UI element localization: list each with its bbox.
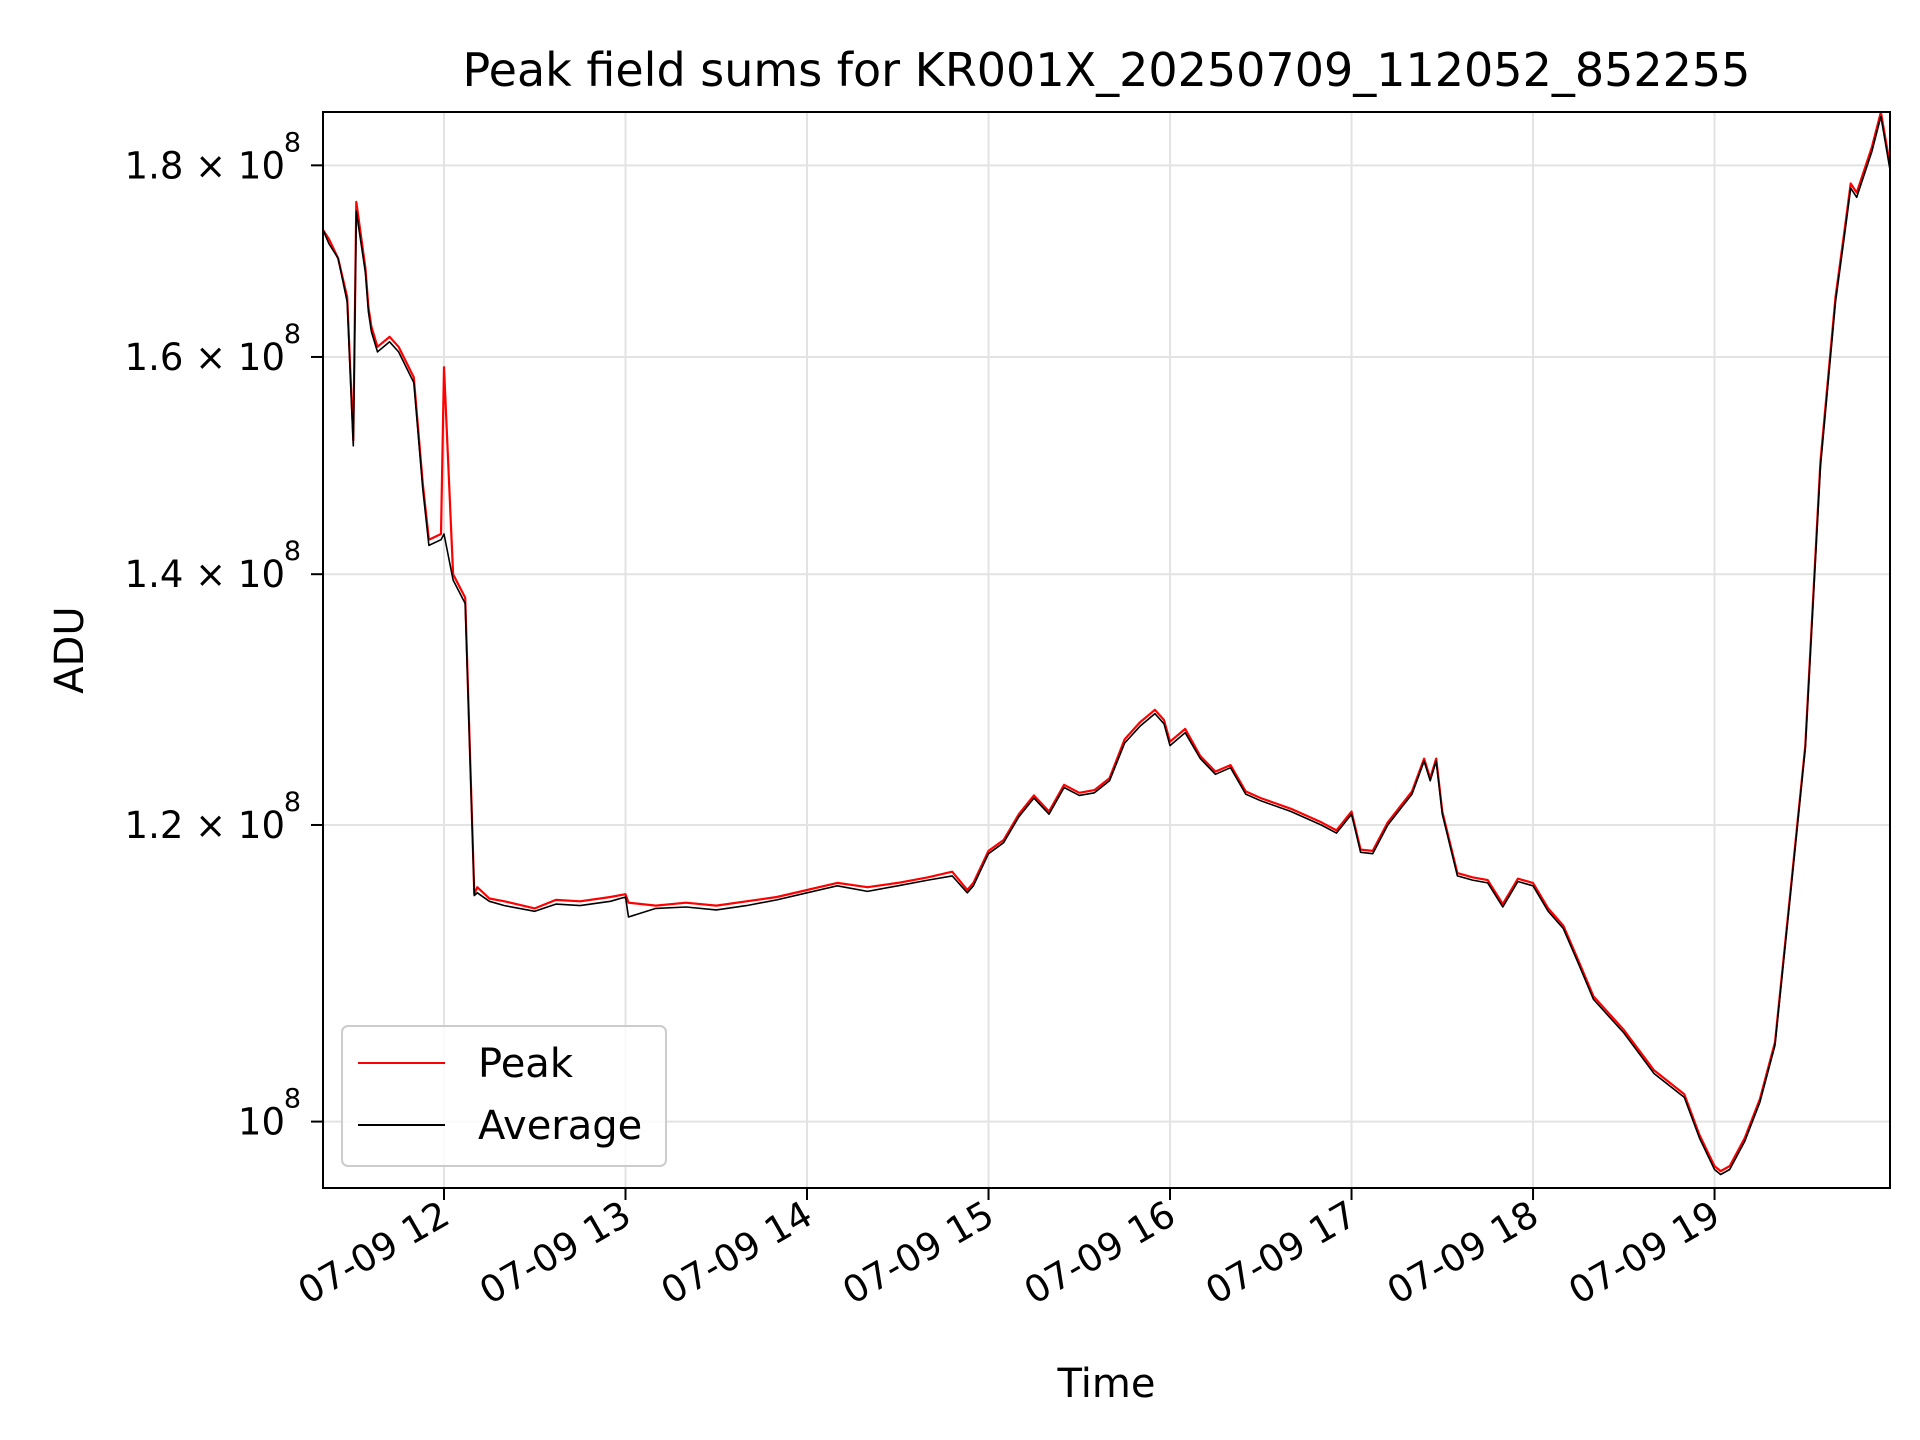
y-tick-label: 810 (238, 1084, 301, 1144)
y-tick-exponent: 8 (284, 1084, 301, 1115)
series-line-peak (322, 110, 1892, 1173)
y-tick-mantissa: 1.2 × 10 (125, 804, 285, 847)
y-axis-label: ADU (47, 606, 93, 693)
legend-label: Average (478, 1103, 642, 1149)
y-tick-exponent: 8 (284, 536, 301, 567)
y-tick-mantissa: 1.8 × 10 (125, 144, 285, 187)
x-axis-label: Time (1057, 1361, 1156, 1407)
chart-title: Peak field sums for KR001X_20250709_1120… (463, 43, 1751, 97)
y-tick-label: 81.2 × 10 (125, 787, 301, 847)
y-tick-mantissa: 10 (238, 1101, 285, 1144)
legend: Peak Average (341, 1025, 667, 1167)
y-tick-label: 81.4 × 10 (125, 536, 301, 596)
y-tick-mantissa: 1.4 × 10 (125, 553, 285, 596)
y-tick-mantissa: 1.6 × 10 (125, 336, 285, 379)
y-tick-exponent: 8 (284, 127, 301, 158)
series-layer (322, 110, 1892, 1176)
series-line-average (322, 115, 1891, 1176)
legend-label: Peak (478, 1041, 574, 1087)
y-tick-label: 81.6 × 10 (125, 319, 301, 379)
legend-box (341, 1025, 667, 1167)
y-tick-exponent: 8 (284, 787, 301, 818)
y-tick-label: 81.8 × 10 (125, 127, 301, 187)
y-tick-exponent: 8 (284, 319, 301, 350)
plot-frame (322, 111, 1891, 1189)
